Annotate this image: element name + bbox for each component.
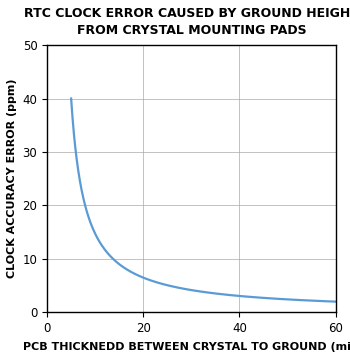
Title: RTC CLOCK ERROR CAUSED BY GROUND HEIGHT
FROM CRYSTAL MOUNTING PADS: RTC CLOCK ERROR CAUSED BY GROUND HEIGHT … <box>24 7 350 37</box>
Y-axis label: CLOCK ACCURACY ERROR (ppm): CLOCK ACCURACY ERROR (ppm) <box>7 79 17 279</box>
X-axis label: PCB THICKNEDD BETWEEN CRYSTAL TO GROUND (mil): PCB THICKNEDD BETWEEN CRYSTAL TO GROUND … <box>23 342 350 352</box>
